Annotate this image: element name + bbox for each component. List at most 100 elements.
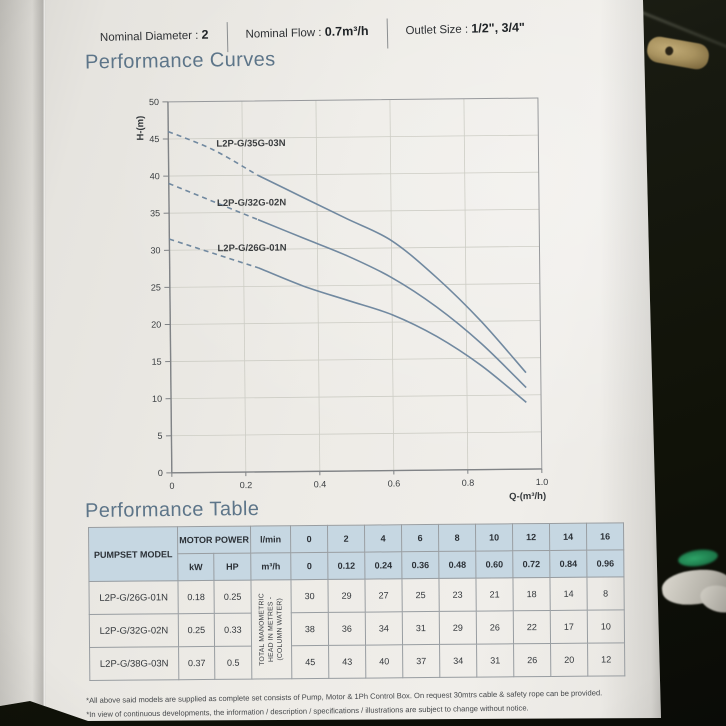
flow-m3h-value: 0.36 (401, 551, 439, 579)
svg-text:1.0: 1.0 (536, 477, 549, 487)
head-value-cell: 43 (328, 645, 366, 679)
axis-ticks: 0 5 10 15 20 25 30 35 40 45 50 0 0.2 0.4 0.6 0.8 1.0 (149, 97, 549, 491)
flow-m3h-value: 0.96 (586, 549, 624, 578)
svg-text:5: 5 (157, 431, 162, 441)
head-value-cell: 36 (328, 612, 366, 646)
head-value-cell: 45 (291, 645, 329, 679)
flow-lmin-value: 12 (512, 523, 550, 551)
head-value-cell: 8 (586, 576, 625, 611)
pumpset-model-cell: L2P-G/32G-02N (89, 613, 179, 648)
head-value-cell: 30 (290, 579, 329, 613)
outlet-size-spec: Outlet Size : 1/2", 3/4" (405, 12, 525, 37)
rope-object (645, 34, 711, 72)
flow-lmin-header: l/min (250, 525, 291, 554)
kw-cell: 0.18 (177, 580, 215, 614)
svg-text:30: 30 (150, 245, 160, 255)
head-value-cell: 20 (550, 643, 588, 677)
header-divider (386, 18, 388, 49)
flow-lmin-value: 8 (438, 524, 476, 552)
pumpset-model-header: PUMPSET MODEL (88, 526, 178, 582)
svg-text:0: 0 (158, 468, 163, 478)
performance-table-title: Performance Table (84, 497, 260, 523)
svg-text:0.2: 0.2 (240, 480, 253, 490)
rotated-head-label: TOTAL MANOMETRIC HEAD IN METRES - (COLUMN … (257, 593, 284, 666)
nominal-diameter-label: Nominal Diameter : (99, 29, 199, 44)
head-value-cell: 12 (587, 642, 625, 677)
head-value-cell: 10 (587, 609, 625, 644)
svg-text:10: 10 (152, 394, 162, 404)
pump-curves-svg: 0 5 10 15 20 25 30 35 40 45 50 0 0.2 0.4 0.6 0.8 1.0 H-(m… (135, 97, 549, 502)
svg-text:0.4: 0.4 (314, 479, 327, 489)
svg-text:40: 40 (150, 171, 160, 181)
head-value-cell: 27 (364, 578, 403, 613)
head-value-cell: 21 (475, 577, 514, 612)
total-manometric-head-cell: TOTAL MANOMETRIC HEAD IN METRES - (COLUMN … (250, 579, 292, 680)
pumpset-model-cell: L2P-G/38G-03N (89, 646, 179, 681)
head-value-cell: 26 (476, 610, 514, 645)
head-value-cell: 37 (402, 644, 440, 678)
head-value-cell: 18 (512, 577, 551, 611)
nominal-diameter-value: 2 (201, 27, 209, 42)
kw-cell: 0.37 (178, 646, 215, 680)
hp-header: HP (213, 553, 251, 581)
nominal-flow-value: 0.7m³/h (324, 23, 369, 39)
svg-text:35: 35 (150, 208, 160, 218)
flow-m3h-value: 0.72 (512, 550, 550, 578)
flow-m3h-value: 0.60 (475, 550, 513, 579)
hp-cell: 0.25 (213, 580, 252, 614)
kw-header: kW (177, 553, 214, 581)
outlet-size-label: Outlet Size : (405, 23, 469, 38)
head-value-cell: 34 (365, 611, 403, 646)
outlet-size-value: 1/2", 3/4" (471, 20, 526, 36)
motor-power-header: MOTOR POWER (177, 526, 251, 554)
flow-lmin-value: 2 (327, 525, 365, 553)
nominal-flow-label: Nominal Flow : (245, 26, 322, 41)
x-axis (171, 468, 542, 474)
flow-m3h-value: 0.12 (327, 552, 365, 580)
curve-label: L2P-G/35G-03N (216, 138, 285, 150)
head-value-cell: 29 (439, 611, 477, 645)
flow-m3h-value: 0 (290, 552, 328, 580)
head-value-cell: 25 (401, 578, 440, 612)
flow-m3h-value: 0.48 (438, 551, 476, 579)
curve-l2p-g-26g-01n: L2P-G/26G-01N (169, 238, 527, 403)
head-value-cell: 26 (513, 643, 551, 677)
x-axis-label: Q-(m³/h) (509, 491, 546, 502)
flow-lmin-value: 16 (586, 522, 624, 551)
curve-label: L2P-G/26G-01N (217, 243, 286, 255)
head-value-cell: 23 (438, 578, 477, 612)
head-value-cell: 17 (550, 610, 588, 644)
head-value-cell: 14 (549, 577, 588, 611)
page-fold-crease (0, 0, 46, 721)
performance-curves-chart: 0 5 10 15 20 25 30 35 40 45 50 0 0.2 0.4 0.6 0.8 1.0 H-(m… (126, 84, 570, 513)
curve-label: L2P-G/32G-02N (217, 197, 286, 209)
y-axis-label: H-(m) (135, 116, 146, 141)
flow-lmin-value: 10 (475, 523, 513, 552)
flow-m3h-value: 0.24 (364, 551, 402, 580)
head-value-cell: 31 (476, 643, 514, 678)
green-object (677, 547, 719, 569)
performance-table-grid: PUMPSET MODEL MOTOR POWER l/min 0 2 4 6 8 10 12 14… (88, 522, 625, 681)
svg-text:0.6: 0.6 (388, 478, 401, 488)
flow-lmin-value: 4 (364, 524, 402, 553)
nominal-diameter-spec: Nominal Diameter : 2 (100, 20, 209, 44)
hp-cell: 0.5 (214, 646, 252, 680)
curve-l2p-g-35g-03n: L2P-G/35G-03N (167, 130, 527, 374)
svg-text:45: 45 (149, 134, 159, 144)
head-value-cell: 22 (513, 610, 551, 644)
performance-curves-title: Performance Curves (84, 48, 276, 74)
pumpset-model-cell: L2P-G/26G-01N (88, 580, 179, 615)
head-value-cell: 31 (402, 611, 440, 645)
svg-text:15: 15 (152, 357, 162, 367)
head-value-cell: 38 (291, 612, 329, 646)
svg-text:20: 20 (151, 320, 161, 330)
flow-m3h-header: m³/h (250, 552, 291, 581)
head-value-cell: 40 (365, 644, 403, 679)
performance-table: PUMPSET MODEL MOTOR POWER l/min 0 2 4 6 8 10 12 14… (88, 522, 625, 681)
svg-text:50: 50 (149, 97, 159, 107)
svg-text:25: 25 (151, 282, 161, 292)
nominal-flow-spec: Nominal Flow : 0.7m³/h (245, 16, 368, 41)
